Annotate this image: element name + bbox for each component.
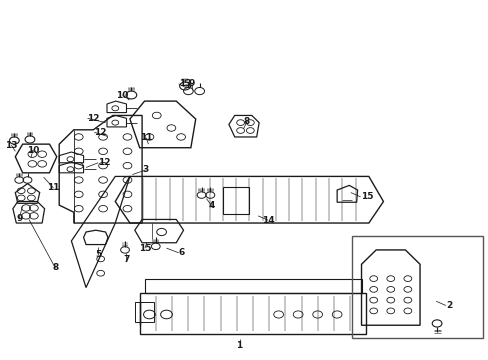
Text: 8: 8 — [244, 117, 249, 126]
Text: 3: 3 — [142, 166, 148, 175]
Text: 15: 15 — [360, 192, 372, 201]
Text: 11: 11 — [47, 183, 60, 192]
Text: 12: 12 — [98, 158, 110, 167]
Text: 10: 10 — [27, 146, 39, 155]
Text: 6: 6 — [178, 248, 184, 257]
Text: 13: 13 — [178, 80, 191, 89]
Bar — [222, 187, 249, 214]
Text: 11: 11 — [140, 133, 152, 142]
Text: 8: 8 — [52, 264, 58, 273]
Text: 15: 15 — [139, 244, 151, 253]
Text: 5: 5 — [95, 250, 101, 259]
Text: 1: 1 — [236, 341, 242, 350]
Text: 10: 10 — [116, 90, 128, 99]
Text: 7: 7 — [123, 255, 129, 264]
Text: 14: 14 — [261, 216, 274, 225]
Bar — [351, 235, 483, 338]
Bar — [140, 293, 366, 334]
Text: 4: 4 — [208, 201, 215, 210]
Text: 12: 12 — [87, 114, 100, 123]
Text: 9: 9 — [188, 80, 195, 89]
Text: 12: 12 — [94, 128, 106, 137]
Text: 9: 9 — [16, 214, 22, 223]
Text: 13: 13 — [5, 141, 18, 150]
Text: 2: 2 — [445, 301, 451, 310]
